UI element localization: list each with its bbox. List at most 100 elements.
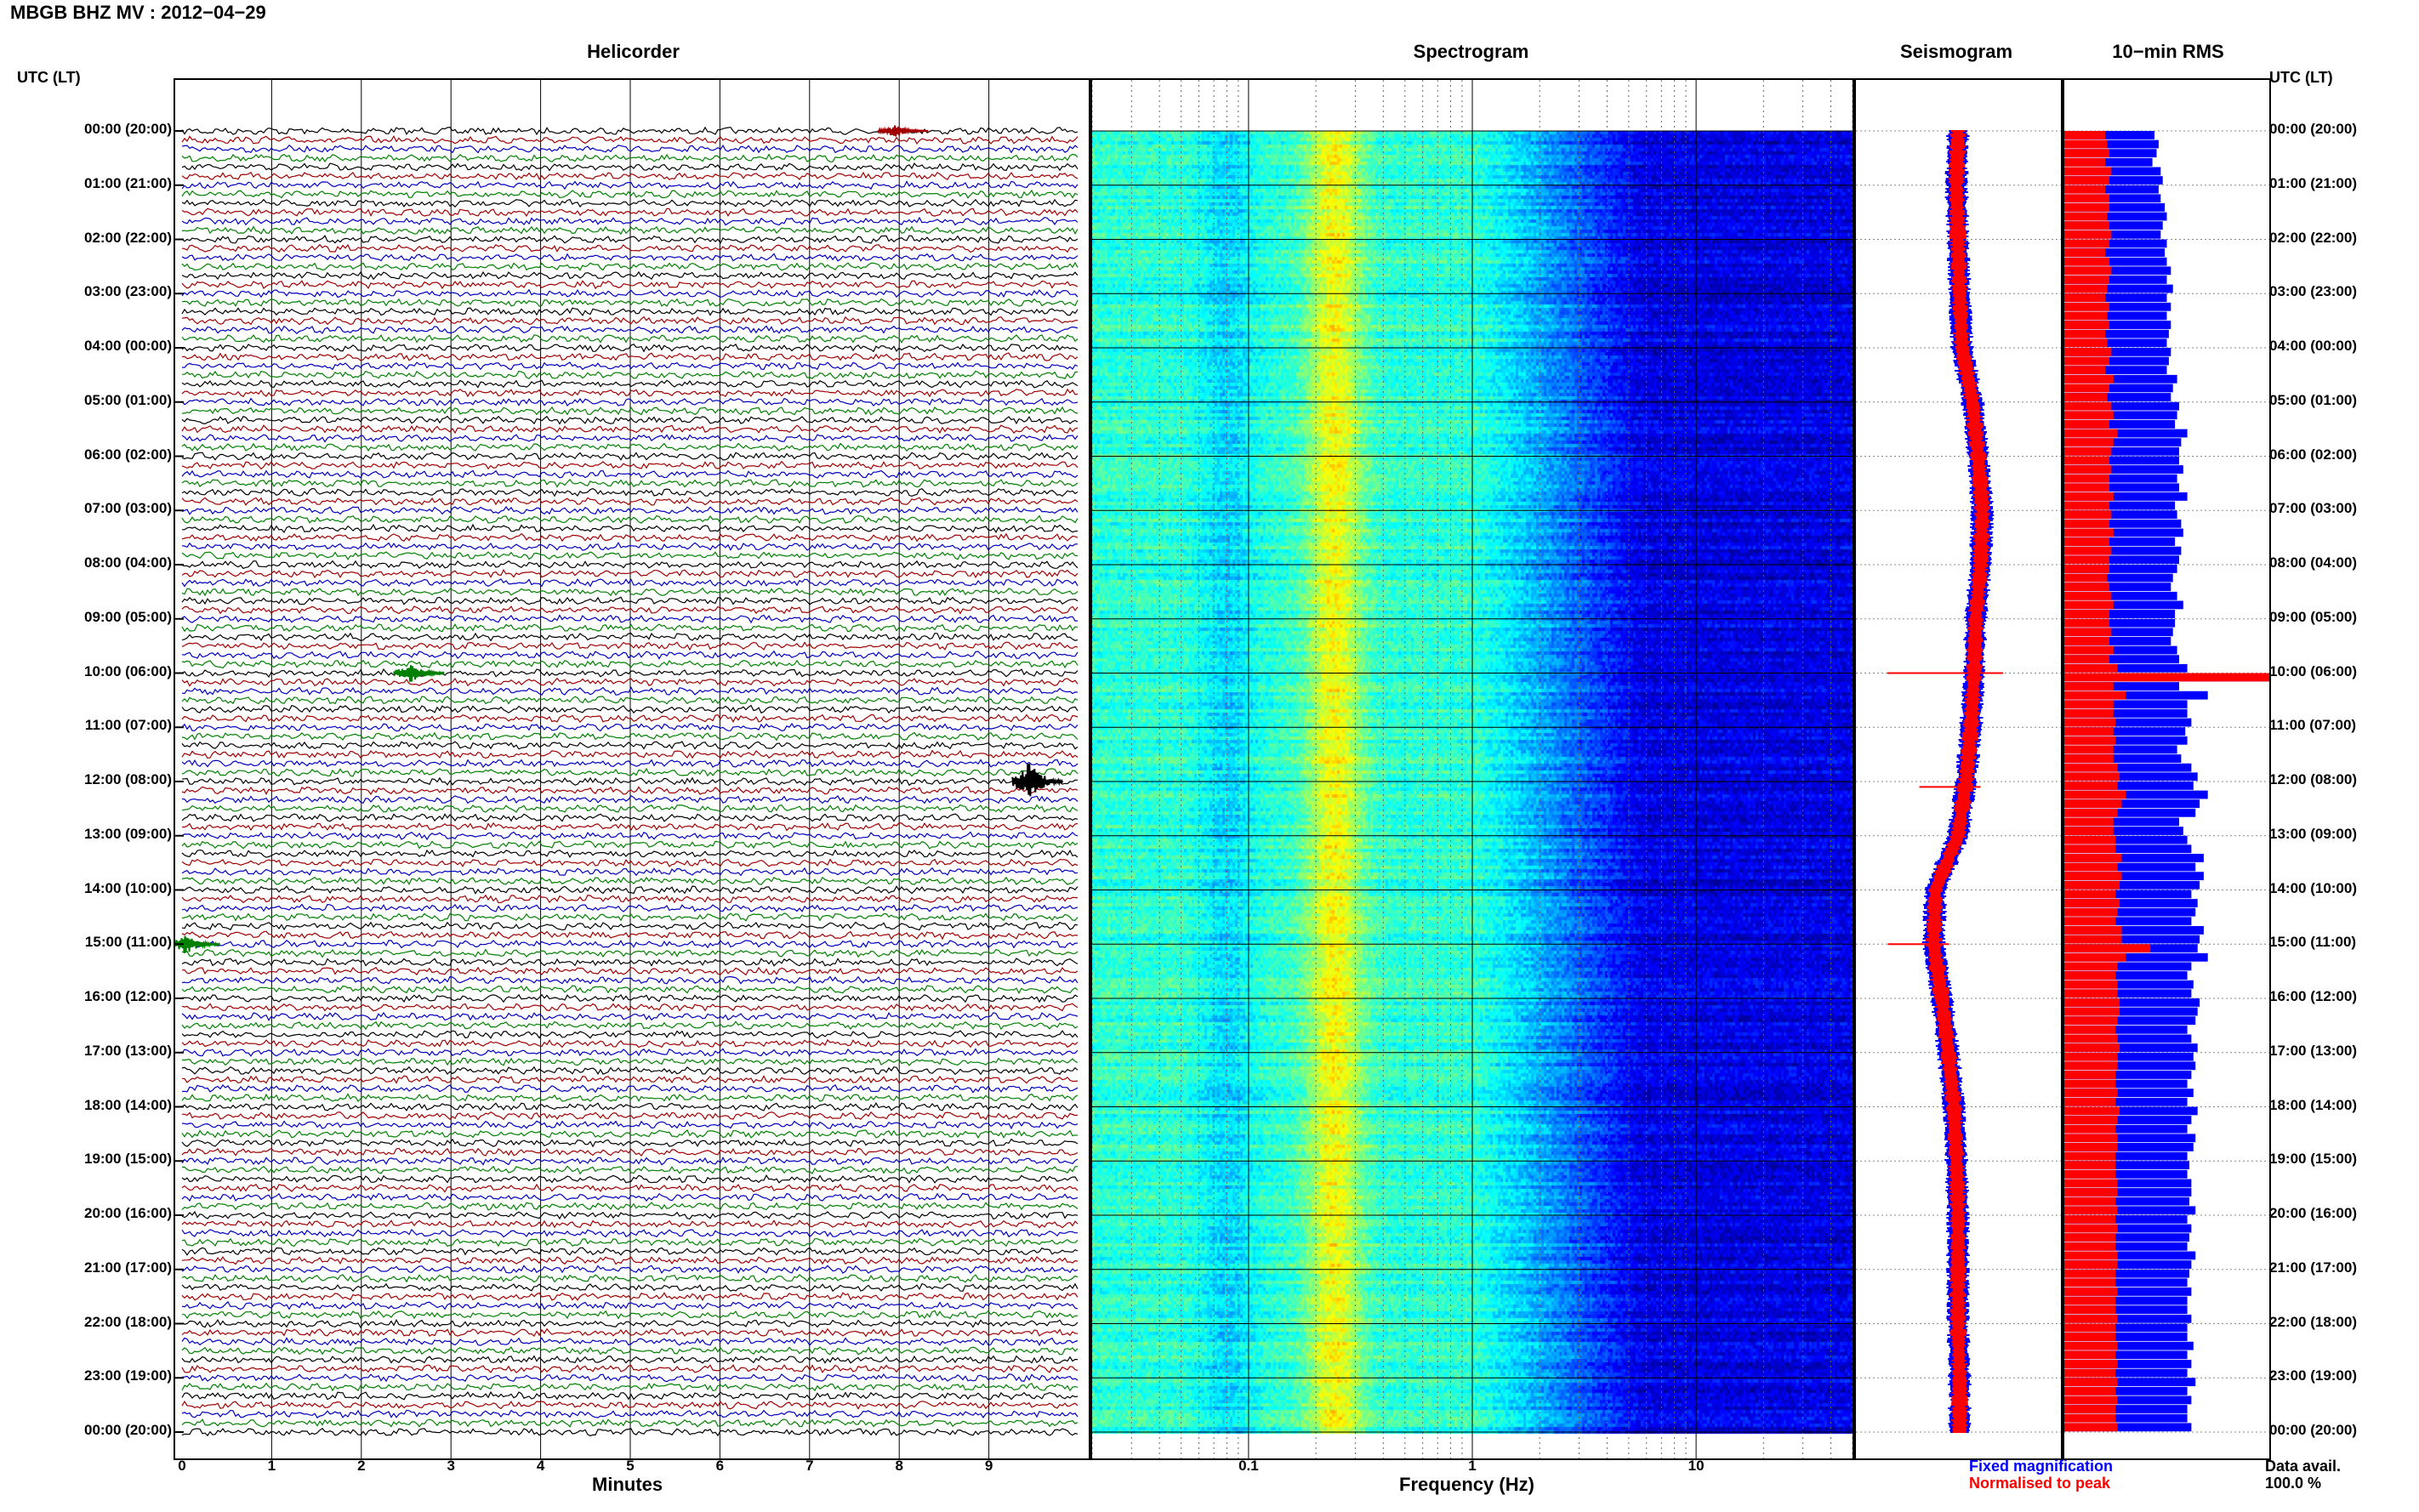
- rms-bar-normalised: [2064, 727, 2114, 736]
- rms-bar-fixed: [2064, 510, 2177, 520]
- helicorder-plot: [175, 80, 1079, 1458]
- page-title: MBGB BHZ MV : 2012−04−29: [10, 2, 266, 23]
- rms-bar-fixed: [2064, 1423, 2192, 1432]
- rms-bar-normalised: [2064, 465, 2112, 474]
- helicorder-trace: [181, 1174, 1079, 1184]
- helicorder-trace: [181, 1057, 1079, 1066]
- rms-bar-fixed: [2064, 284, 2173, 293]
- rms-bar-fixed: [2064, 1043, 2198, 1052]
- rms-bar-fixed: [2064, 1116, 2192, 1124]
- time-label-left: 07:00 (03:00): [83, 500, 172, 517]
- rms-bar-normalised: [2064, 1423, 2118, 1432]
- helicorder-trace: [181, 442, 1079, 452]
- helicorder-trace: [181, 514, 1079, 525]
- spectrogram-panel: [1090, 78, 1854, 1460]
- rms-bar-normalised: [2064, 1106, 2120, 1116]
- rms-bar-normalised: [2064, 157, 2106, 167]
- time-label-left: 11:00 (07:00): [84, 717, 172, 734]
- helicorder-trace: [181, 225, 1079, 236]
- helicorder-trace: [181, 243, 1079, 253]
- rms-bar-fixed: [2064, 438, 2182, 447]
- helicorder-trace: [181, 804, 1079, 813]
- time-label-right: 01:00 (21:00): [2269, 174, 2358, 191]
- rms-bar-normalised: [2064, 962, 2118, 971]
- time-label-right: 08:00 (04:00): [2269, 554, 2358, 571]
- time-label-left: 12:00 (08:00): [83, 771, 172, 787]
- helicorder-trace: [181, 424, 1079, 435]
- rms-bar-fixed: [2064, 1224, 2192, 1233]
- helicorder-trace: [181, 722, 1079, 732]
- rms-bar-fixed: [2064, 157, 2153, 167]
- rms-bar-normalised: [2064, 1025, 2116, 1034]
- helicorder-trace: [182, 523, 1079, 534]
- rms-bar-normalised: [2064, 411, 2114, 420]
- time-label-right: 02:00 (22:00): [2269, 229, 2358, 246]
- rms-bar-fixed: [2064, 583, 2171, 592]
- rms-bar-normalised: [2064, 645, 2114, 655]
- helicorder-trace: [181, 596, 1079, 605]
- rms-bar-fixed: [2064, 1413, 2188, 1423]
- rms-bar-normalised: [2064, 221, 2109, 230]
- rms-bar-fixed: [2064, 952, 2208, 962]
- helicorder-trace: [181, 1310, 1078, 1320]
- time-label-right: 03:00 (23:00): [2269, 283, 2358, 300]
- rms-bar-fixed: [2064, 817, 2179, 827]
- helicorder-trace: [181, 993, 1079, 1003]
- rms-bar-fixed: [2064, 1350, 2188, 1360]
- rms-bar-fixed: [2064, 483, 2179, 492]
- rms-bar-fixed: [2064, 401, 2179, 411]
- rms-bar-fixed: [2064, 565, 2177, 573]
- rms-bar-fixed: [2064, 1143, 2194, 1151]
- rms-bar-normalised: [2064, 1350, 2116, 1360]
- helicorder-trace: [181, 198, 1079, 208]
- rms-bar-normalised: [2064, 907, 2118, 917]
- rms-bar-normalised: [2064, 691, 2126, 700]
- rms-bar-normalised: [2064, 872, 2122, 881]
- rms-bar-normalised: [2064, 917, 2116, 926]
- helicorder-trace: [181, 921, 1079, 931]
- rms-bar-fixed: [2064, 185, 2159, 194]
- rms-bar-normalised: [2064, 1287, 2118, 1296]
- rms-bar-fixed: [2064, 1233, 2189, 1242]
- rms-bar-fixed: [2064, 203, 2166, 212]
- rms-bar-fixed: [2064, 239, 2167, 248]
- rms-bar-fixed: [2064, 1368, 2188, 1378]
- time-label-left: 00:00 (20:00): [83, 1422, 172, 1438]
- rms-bar-fixed: [2064, 989, 2192, 998]
- time-label-left: 10:00 (06:00): [83, 662, 172, 679]
- time-label-left: 04:00 (00:00): [83, 338, 172, 354]
- time-label-right: 05:00 (01:00): [2269, 391, 2358, 408]
- rms-bar-fixed: [2064, 519, 2182, 528]
- rms-bar-fixed: [2064, 709, 2188, 718]
- helicorder-trace: [181, 1138, 1079, 1148]
- seismogram-plot: [1856, 130, 2061, 1433]
- helicorder-trace: [181, 867, 1079, 877]
- helicorder-trace: [181, 731, 1079, 742]
- helicorder-trace: [181, 452, 1079, 461]
- rms-bar-normalised: [2064, 754, 2114, 763]
- rms-bar-fixed: [2064, 844, 2192, 854]
- helicorder-x-tick: 8: [895, 1458, 903, 1474]
- rms-bar-normalised: [2064, 1097, 2116, 1106]
- time-label-left: 03:00 (23:00): [83, 283, 172, 300]
- rms-bar-normalised: [2064, 546, 2112, 555]
- rms-bar-fixed: [2064, 799, 2200, 809]
- rms-bar-normalised: [2064, 167, 2112, 176]
- rms-bar-fixed: [2064, 917, 2192, 926]
- rms-bar-normalised: [2064, 510, 2112, 520]
- time-label-right: 17:00 (13:00): [2269, 1042, 2358, 1059]
- helicorder-trace: [181, 397, 1079, 407]
- rms-bar-fixed: [2064, 1134, 2196, 1143]
- helicorder-trace: [181, 334, 1079, 344]
- rms-bar-fixed: [2064, 782, 2194, 790]
- helicorder-trace: [181, 343, 1079, 353]
- rms-bar-normalised: [2064, 1061, 2118, 1071]
- rms-bar-normalised: [2064, 637, 2109, 645]
- rms-bar-normalised: [2064, 1405, 2116, 1413]
- helicorder-trace: [181, 1346, 1079, 1356]
- helicorder-trace: [181, 741, 1079, 750]
- rms-bar-normalised: [2064, 474, 2109, 483]
- helicorder-trace: [181, 560, 1079, 570]
- helicorder-trace: [181, 577, 1079, 588]
- rms-bar-fixed: [2064, 248, 2166, 257]
